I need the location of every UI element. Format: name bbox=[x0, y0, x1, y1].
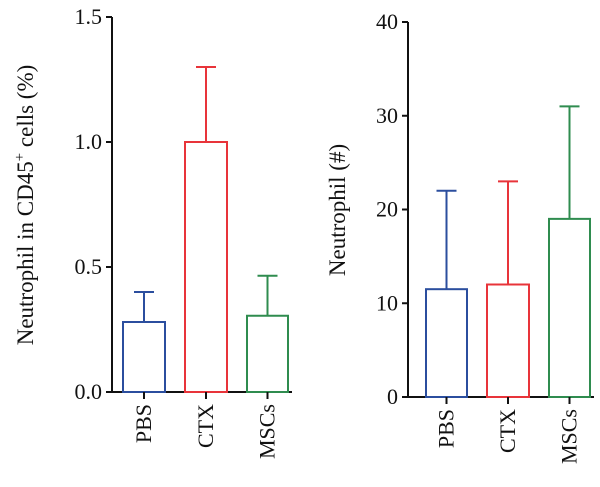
x-tick-label-ctx: CTX bbox=[193, 404, 218, 448]
y-tick-label: 30 bbox=[376, 103, 398, 128]
x-tick-label-mscs: MSCs bbox=[557, 409, 582, 464]
bar-ctx bbox=[184, 141, 228, 393]
bar-mscs bbox=[548, 217, 591, 398]
x-tick-label-mscs: MSCs bbox=[255, 404, 280, 459]
bar-mscs bbox=[246, 314, 289, 393]
y-tick-label: 10 bbox=[376, 290, 398, 315]
y-axis-title-tail: cells (%) bbox=[13, 65, 38, 153]
y-tick-label: 20 bbox=[376, 197, 398, 222]
bar-pbs bbox=[425, 288, 468, 398]
y-tick-label: 1.0 bbox=[75, 129, 103, 154]
y-axis-title-superscript: + bbox=[12, 153, 28, 161]
x-tick-label-pbs: PBS bbox=[131, 404, 156, 443]
y-tick-label: 1.5 bbox=[75, 4, 103, 29]
y-axis-title: Neutrophil (#) bbox=[325, 144, 350, 276]
x-tick-label-pbs: PBS bbox=[434, 409, 459, 448]
y-tick-label: 0.5 bbox=[75, 254, 103, 279]
x-tick-label-ctx: CTX bbox=[495, 409, 520, 453]
y-tick-label: 0 bbox=[387, 384, 398, 409]
y-tick-label: 0.0 bbox=[75, 379, 103, 404]
bar-pbs bbox=[122, 321, 166, 393]
y-axis-title-main: Neutrophil in CD45 bbox=[13, 161, 38, 345]
y-axis-title: Neutrophil in CD45+ cells (%) bbox=[12, 65, 38, 346]
chart-neutrophil-percent: Neutrophil in CD45+ cells (%) 0.0 0.5 1.0 1… bbox=[12, 4, 292, 459]
bar-ctx bbox=[486, 283, 530, 398]
chart-neutrophil-count: Neutrophil (#) 0 10 20 30 40 PBS CTX MSCs bbox=[325, 9, 594, 464]
y-tick-label: 40 bbox=[376, 9, 398, 34]
